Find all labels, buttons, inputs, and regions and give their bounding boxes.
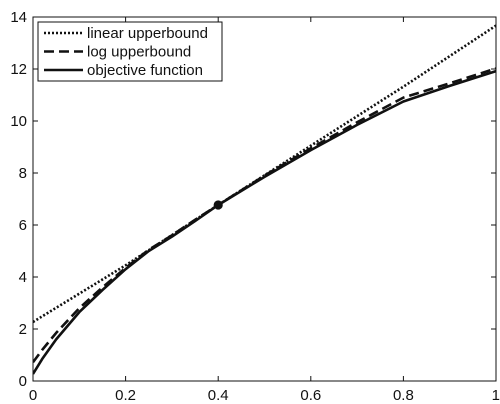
series-line-1 xyxy=(33,67,496,364)
y-tick-label-4: 8 xyxy=(19,165,27,182)
series-line-2 xyxy=(33,69,496,375)
series-layer xyxy=(33,24,496,375)
y-tick-label-5: 10 xyxy=(10,113,27,130)
x-tick-label-2: 0.4 xyxy=(208,387,229,404)
legend: linear upperbound log upperboundobjective… xyxy=(37,21,223,82)
y-tick-label-0: 0 xyxy=(19,373,27,390)
x-tick-label-4: 0.8 xyxy=(393,387,414,404)
legend-label-1: log upperbound xyxy=(87,44,191,61)
axes-layer xyxy=(32,16,497,382)
tangent-point-marker xyxy=(213,200,223,210)
legend-label-0: linear upperbound xyxy=(87,25,208,42)
x-tick-label-0: 0 xyxy=(29,387,37,404)
plot-frame xyxy=(32,16,497,382)
y-tick-label-6: 12 xyxy=(10,61,27,78)
x-tick-label-3: 0.6 xyxy=(300,387,321,404)
y-tick-label-7: 14 xyxy=(10,9,27,26)
legend-label-2: objective function xyxy=(87,62,203,79)
y-tick-label-3: 6 xyxy=(19,217,27,234)
x-tick-label-1: 0.2 xyxy=(115,387,136,404)
y-tick-label-2: 4 xyxy=(19,269,27,286)
y-tick-label-1: 2 xyxy=(19,321,27,338)
series-line-0 xyxy=(33,24,496,324)
x-tick-label-5: 1 xyxy=(492,387,500,404)
